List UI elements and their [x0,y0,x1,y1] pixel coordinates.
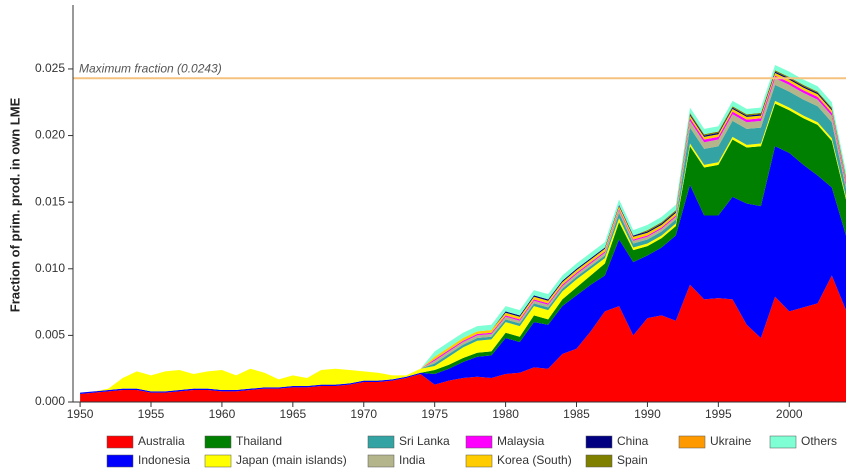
area [80,84,847,393]
legend-label: Spain [617,453,648,467]
x-tick-label: 2000 [776,407,803,421]
legend-label: Thailand [236,434,282,448]
area [80,103,847,393]
x-tick-label: 1970 [350,407,377,421]
legend-label: Japan (main islands) [236,453,347,467]
x-tick-label: 1965 [279,407,306,421]
legend-swatch [585,454,613,468]
legend-label: Korea (South) [497,453,572,467]
legend-swatch [678,435,706,449]
y-tick-label: 0.005 [35,328,65,342]
legend-swatch [106,454,134,468]
area [80,275,847,402]
legend-swatch [465,435,493,449]
legend-label: Ukraine [710,434,752,448]
legend-swatch [204,435,232,449]
x-tick-label: 1955 [138,407,165,421]
x-tick-label: 1950 [67,407,94,421]
legend-swatch [769,435,797,449]
legend-swatch [585,435,613,449]
y-tick-label: 0.015 [35,194,65,208]
y-tick-label: 0.025 [35,61,65,75]
legend-swatch [367,435,395,449]
legend-label: India [399,453,425,467]
legend-label: Sri Lanka [399,434,450,448]
y-axis-label: Fraction of prim. prod. in own LME [7,97,22,312]
legend-label: Others [801,434,837,448]
x-tick-label: 1980 [492,407,519,421]
legend-label: Malaysia [497,434,545,448]
legend-swatch [367,454,395,468]
x-tick-label: 1960 [209,407,236,421]
y-tick-label: 0.010 [35,261,65,275]
x-tick-label: 1990 [634,407,661,421]
y-tick-label: 0.000 [35,394,65,408]
legend-label: Indonesia [138,453,190,467]
legend-label: China [617,434,649,448]
legend-swatch [465,454,493,468]
legend-swatch [204,454,232,468]
area [80,146,847,395]
x-tick-label: 1975 [421,407,448,421]
x-tick-label: 1985 [563,407,590,421]
y-tick-label: 0.020 [35,128,65,142]
x-tick-label: 1995 [705,407,732,421]
legend-label: Australia [138,434,185,448]
reference-label: Maximum fraction (0.0243) [79,61,222,75]
legend-swatch [106,435,134,449]
